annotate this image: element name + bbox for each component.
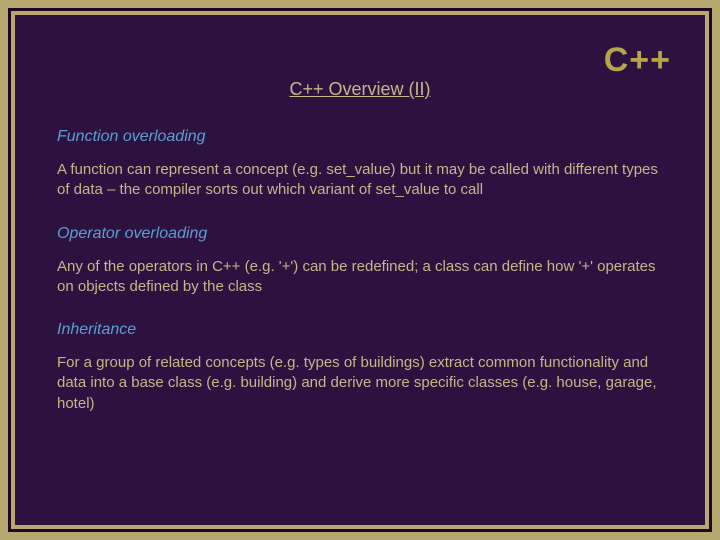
section-heading: Function overloading bbox=[57, 128, 663, 146]
slide-title: C++ Overview (II) bbox=[57, 79, 663, 100]
section-body: Any of the operators in C++ (e.g. '+') c… bbox=[57, 257, 663, 298]
slide-frame: C++ C++ Overview (II) Function overloadi… bbox=[8, 8, 712, 532]
section-heading: Inheritance bbox=[57, 321, 663, 339]
slide-body: C++ C++ Overview (II) Function overloadi… bbox=[15, 15, 705, 525]
section-body: A function can represent a concept (e.g.… bbox=[57, 160, 663, 201]
section-body: For a group of related concepts (e.g. ty… bbox=[57, 353, 663, 414]
section-heading: Operator overloading bbox=[57, 225, 663, 243]
slide-outer: C++ C++ Overview (II) Function overloadi… bbox=[0, 0, 720, 540]
cpp-logo: C++ bbox=[604, 41, 671, 80]
